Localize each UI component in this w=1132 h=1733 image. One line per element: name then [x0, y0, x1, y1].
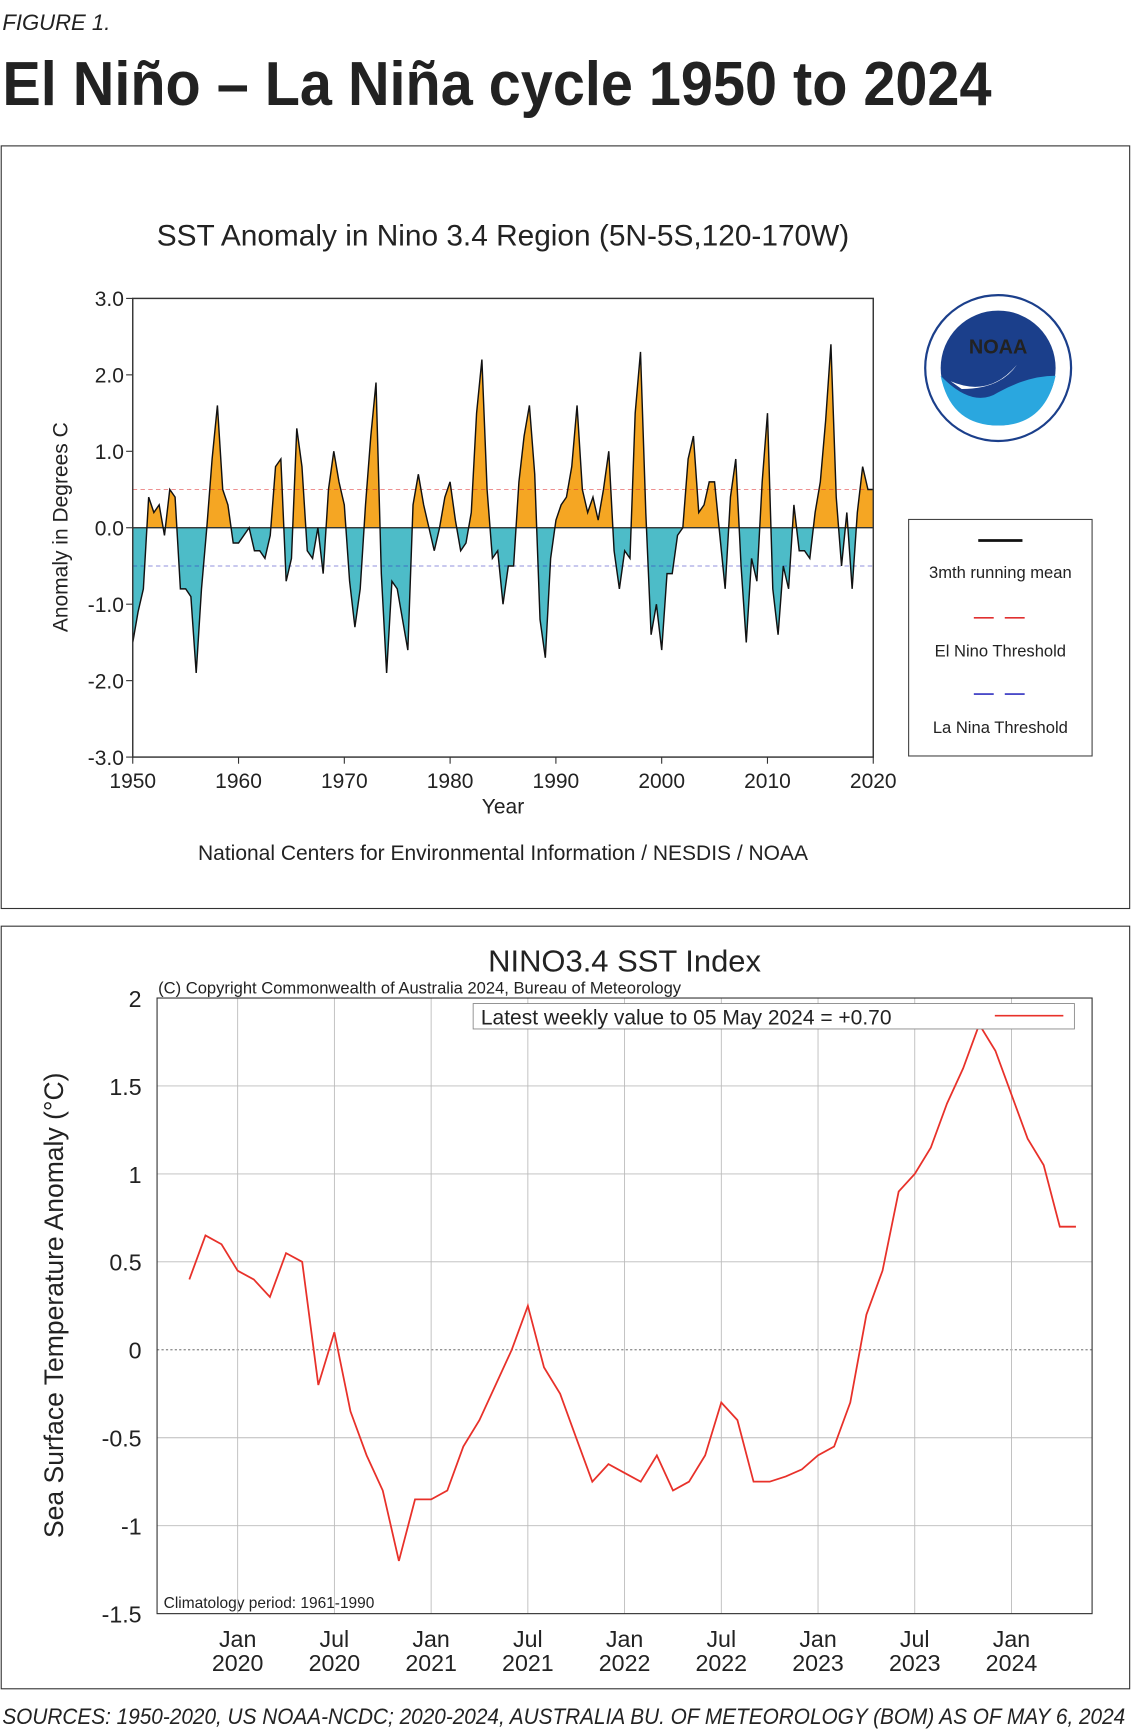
x-tick-label: 1970 — [321, 770, 368, 793]
chart-title: SST Anomaly in Nino 3.4 Region (5N-5S,12… — [157, 219, 849, 252]
x-tick-label: Jan 2024 — [986, 1626, 1038, 1676]
legend-box — [472, 1003, 1075, 1030]
y-tick-label: 1.0 — [95, 441, 124, 464]
legend-label: La Nina Threshold — [933, 718, 1068, 737]
y-tick-label: 3.0 — [95, 288, 124, 311]
x-tick-label: 1950 — [109, 770, 156, 793]
series-line — [188, 1022, 1076, 1562]
y-tick-label: 0.5 — [109, 1250, 141, 1276]
legend-box — [908, 518, 1093, 757]
legend-label: El Nino Threshold — [935, 642, 1066, 661]
noaa-logo: NOAA — [924, 293, 1073, 443]
running-mean-line — [132, 344, 874, 674]
x-tick-label: 2000 — [638, 770, 685, 793]
x-tick-label: 2010 — [744, 770, 791, 793]
y-tick-label: 0 — [129, 1338, 142, 1364]
x-tick-label: 1960 — [215, 770, 262, 793]
y-tick-label: 2.0 — [95, 365, 124, 388]
x-tick-label: 1990 — [533, 770, 580, 793]
y-tick-label: -0.5 — [102, 1426, 142, 1452]
logo-text: NOAA — [969, 337, 1028, 359]
y-tick-label: -3.0 — [88, 747, 124, 770]
figure-label: FIGURE 1. — [2, 10, 110, 35]
x-tick-label: Jul 2021 — [502, 1626, 554, 1676]
y-tick-label: 0.0 — [95, 517, 124, 540]
y-tick-label: -2.0 — [88, 670, 124, 693]
legend-label: Latest weekly value to 05 May 2024 = +0.… — [481, 1007, 892, 1030]
y-tick-label: 1.5 — [109, 1074, 141, 1100]
credit: National Centers for Environmental Infor… — [198, 842, 808, 865]
area-positive — [146, 344, 874, 528]
y-axis-label: Anomaly in Degrees C — [50, 422, 73, 632]
note: Climatology period: 1961-1990 — [164, 1595, 375, 1612]
x-tick-label: 2020 — [850, 770, 897, 793]
y-tick-label: -1.5 — [102, 1601, 142, 1627]
logo-wave — [940, 375, 1056, 426]
legend-label: 3mth running mean — [929, 563, 1072, 582]
x-tick-label: Jul 2020 — [309, 1626, 361, 1676]
y-tick-label: 1 — [129, 1162, 142, 1188]
x-axis-label: Year — [482, 795, 524, 818]
x-tick-label: Jan 2023 — [792, 1626, 844, 1676]
x-tick-label: Jan 2020 — [212, 1626, 264, 1676]
x-tick-label: Jan 2022 — [599, 1626, 651, 1676]
y-tick-label: -1 — [121, 1514, 142, 1540]
x-tick-label: Jul 2022 — [696, 1626, 748, 1676]
y-tick-label: 2 — [129, 986, 142, 1012]
x-tick-label: Jul 2023 — [889, 1626, 941, 1676]
y-axis-label: Sea Surface Temperature Anomaly (°C) — [39, 1073, 69, 1539]
chart-nino34: NINO3.4 SST Index (C) Copyright Commonwe… — [39, 943, 1093, 1676]
source: SOURCES: 1950-2020, US NOAA-NCDC; 2020-2… — [2, 1704, 1125, 1729]
plot-frame — [156, 997, 1093, 1615]
chart-title: NINO3.4 SST Index — [488, 943, 761, 978]
chart-sst: SST Anomaly in Nino 3.4 Region (5N-5S,12… — [50, 219, 1093, 865]
x-tick-label: Jan 2021 — [405, 1626, 457, 1676]
y-tick-label: -1.0 — [88, 594, 124, 617]
figure-title: El Niño – La Niña cycle 1950 to 2024 — [2, 50, 992, 119]
copyright: (C) Copyright Commonwealth of Australia … — [158, 979, 682, 998]
panel-frame — [0, 925, 1131, 1690]
x-tick-label: 1980 — [427, 770, 474, 793]
